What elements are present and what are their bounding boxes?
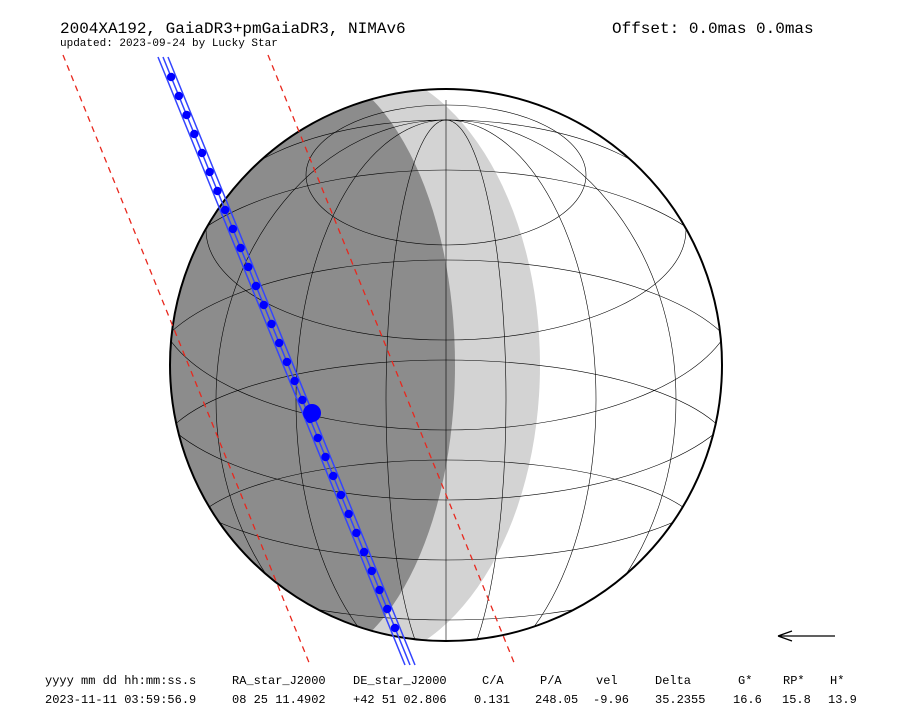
cell: 2023-11-11 03:59:56.9 (45, 693, 196, 707)
time-dot (220, 205, 230, 215)
time-dot (205, 167, 214, 177)
time-dot (390, 623, 400, 633)
shadow-path (62, 54, 516, 666)
time-dot (375, 585, 384, 595)
column-header: DE_star_J2000 (353, 674, 447, 688)
column-header: yyyy mm dd hh:mm:ss.s (45, 674, 196, 688)
time-dot (359, 547, 369, 557)
time-dot (228, 224, 238, 234)
globe-outline (169, 88, 723, 642)
time-dot (336, 490, 346, 500)
column-header: C/A (482, 674, 504, 688)
time-dot (244, 262, 253, 272)
time-dot (298, 395, 307, 405)
time-markers (166, 72, 400, 633)
offset: Offset: 0.0mas 0.0mas (612, 20, 814, 38)
time-dot (352, 528, 361, 538)
time-dot (251, 281, 261, 291)
title: 2004XA192, GaiaDR3+pmGaiaDR3, NIMAv6 (60, 20, 406, 38)
column-header: H* (830, 674, 844, 688)
column-header: RP* (783, 674, 805, 688)
time-dot (213, 186, 222, 196)
time-dot (383, 604, 392, 614)
shadow-edge (167, 56, 416, 666)
time-dot (267, 319, 276, 329)
time-dot (329, 471, 338, 481)
event-table: yyyy mm dd hh:mm:ss.s RA_star_J2000 DE_sta… (45, 674, 857, 707)
cell: 13.9 (828, 693, 857, 707)
column-header: P/A (540, 674, 562, 688)
column-header: vel (596, 674, 618, 688)
time-dot (274, 338, 284, 348)
time-dot (344, 509, 353, 519)
cell: 15.8 (782, 693, 811, 707)
night-zone (170, 89, 455, 641)
column-header: Delta (655, 674, 691, 688)
time-dot (197, 148, 207, 158)
shadow-edge (157, 56, 406, 666)
time-dot (166, 72, 176, 82)
time-dot (182, 110, 191, 120)
cell: 0.131 (474, 693, 510, 707)
cell: 35.2355 (655, 693, 705, 707)
subtitle: updated: 2023-09-24 by Lucky Star (60, 38, 278, 50)
column-header: G* (738, 674, 752, 688)
time-dot (313, 433, 322, 443)
time-dot (367, 566, 377, 576)
cell: 16.6 (733, 693, 762, 707)
cell: 08 25 11.4902 (232, 693, 326, 707)
time-dot (259, 300, 268, 310)
cell: +42 51 02.806 (353, 693, 447, 707)
time-dot (190, 129, 199, 139)
cell: 248.05 (535, 693, 578, 707)
closest-approach (303, 404, 321, 422)
time-dot (321, 452, 330, 462)
time-dot (236, 243, 245, 253)
cell: -9.96 (593, 693, 629, 707)
column-header: RA_star_J2000 (232, 674, 326, 688)
globe (169, 88, 723, 642)
time-dot (282, 357, 292, 367)
time-dot (290, 376, 299, 386)
time-dot (174, 91, 184, 101)
direction-arrow (777, 630, 835, 642)
